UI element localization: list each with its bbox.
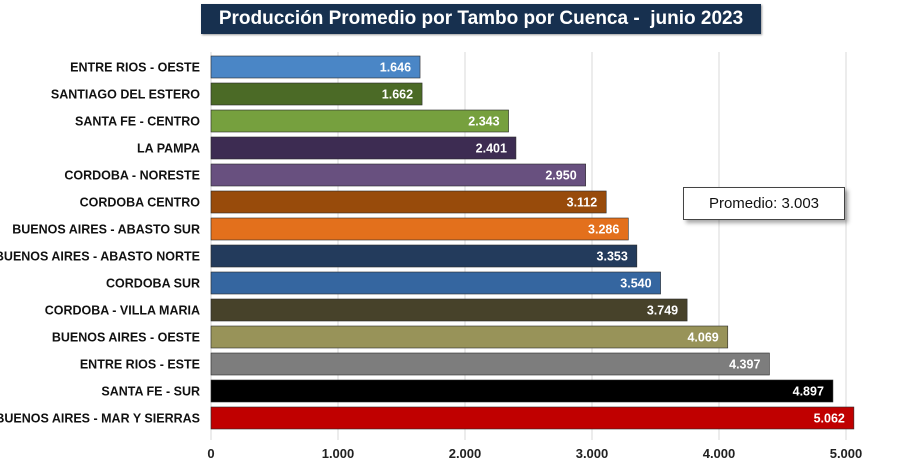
x-tick-label: 4.000: [703, 446, 736, 461]
category-label: CORDOBA - NORESTE: [64, 169, 200, 183]
data-label: 2.950: [545, 169, 576, 183]
x-tick-label: 1.000: [322, 446, 355, 461]
x-tick-label: 0: [207, 446, 214, 461]
data-label: 5.062: [814, 412, 845, 426]
bar: [210, 217, 629, 241]
category-label: ENTRE RIOS - ESTE: [80, 358, 200, 372]
bar: [210, 271, 661, 295]
data-label: 3.749: [647, 304, 678, 318]
data-label: 3.286: [588, 223, 619, 237]
category-label: BUENOS AIRES - MAR Y SIERRAS: [0, 412, 200, 426]
category-label: CORDOBA CENTRO: [80, 196, 201, 210]
category-label: BUENOS AIRES - ABASTO SUR: [12, 223, 200, 237]
category-label: CORDOBA - VILLA MARIA: [45, 304, 200, 318]
bar: [210, 163, 586, 187]
bar: [210, 55, 421, 79]
bar: [210, 406, 855, 430]
data-label: 4.069: [687, 331, 718, 345]
data-label: 1.662: [382, 88, 413, 102]
category-label: BUENOS AIRES - OESTE: [52, 331, 200, 345]
bar: [210, 82, 423, 106]
bar: [210, 136, 517, 160]
data-label: 4.397: [729, 358, 760, 372]
category-label: CORDOBA SUR: [106, 277, 200, 291]
data-label: 4.897: [793, 385, 824, 399]
data-label: 2.401: [476, 142, 507, 156]
data-label: 3.353: [597, 250, 628, 264]
chart-title: Producción Promedio por Tambo por Cuenca…: [201, 4, 761, 34]
x-tick-label: 3.000: [576, 446, 609, 461]
x-tick-label: 5.000: [830, 446, 863, 461]
category-label: ENTRE RIOS - OESTE: [70, 61, 200, 75]
bar: [210, 190, 607, 214]
bar: [210, 244, 638, 268]
category-label: LA PAMPA: [137, 142, 200, 156]
bar: [210, 298, 688, 322]
bar: [210, 325, 729, 349]
category-label: SANTA FE - SUR: [101, 385, 200, 399]
average-annotation: Promedio: 3.003: [683, 187, 845, 220]
bar: [210, 109, 509, 133]
category-label: BUENOS AIRES - ABASTO NORTE: [0, 250, 200, 264]
data-label: 3.540: [620, 277, 651, 291]
x-tick-label: 2.000: [449, 446, 482, 461]
category-label: SANTIAGO DEL ESTERO: [51, 88, 200, 102]
data-label: 1.646: [380, 61, 411, 75]
bar: [210, 379, 834, 403]
bar: [210, 352, 770, 376]
category-label: SANTA FE - CENTRO: [75, 115, 200, 129]
data-label: 2.343: [468, 115, 499, 129]
data-label: 3.112: [567, 196, 598, 210]
